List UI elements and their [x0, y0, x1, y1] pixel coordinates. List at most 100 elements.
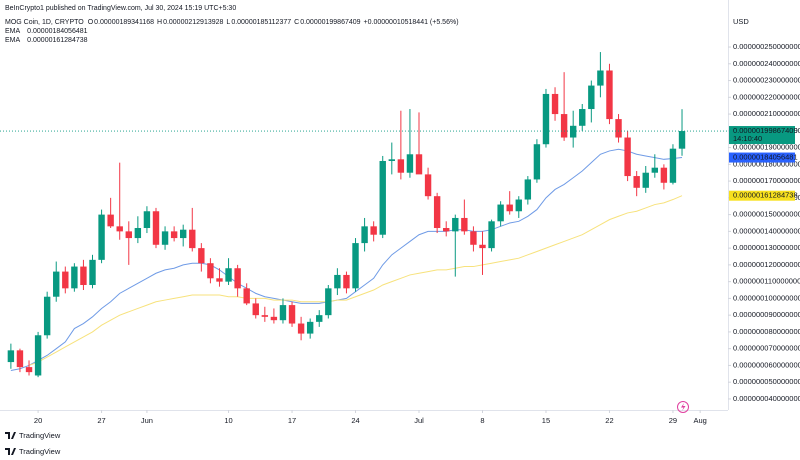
price-tag-countdown: 14:10:40: [733, 134, 762, 143]
ohlc-value: 0.00000185112377: [231, 19, 291, 26]
y-tick-label: 0.0000002200000000: [733, 92, 800, 101]
legend-value: 0.00000184056481: [27, 28, 87, 35]
candle-body: [533, 144, 541, 180]
x-tick-label: Jun: [141, 416, 153, 425]
candle-body: [53, 271, 60, 297]
candle-body: [34, 335, 42, 376]
candle-body: [62, 271, 69, 289]
ohlc-key: L: [226, 19, 230, 26]
candle-body: [7, 350, 15, 363]
y-tick-label: 0.0000001300000000: [733, 243, 800, 252]
candle-body: [370, 226, 377, 235]
y-tick-label: 0.0000000800000000: [733, 327, 800, 336]
y-tick-label: 0.0000001900000000: [733, 143, 800, 152]
candle-body: [397, 159, 405, 173]
candle-body: [98, 214, 105, 260]
candle-body: [216, 278, 223, 282]
candle-body: [524, 179, 532, 200]
ohlc-value: 0.00000212913928: [163, 19, 223, 26]
candle-body: [297, 323, 305, 334]
plot: [0, 52, 728, 378]
y-tick-label: 0.0000000600000000: [733, 360, 800, 369]
y-tick-label: 0.0000002500000000: [733, 42, 800, 51]
candle-body: [279, 305, 287, 321]
x-tick-label: 15: [542, 416, 550, 425]
y-tick-label: 0.0000001700000000: [733, 176, 800, 185]
axis: 0.0000000400000000 0.0000000500000000 0.00…: [34, 42, 800, 425]
candle-body: [433, 196, 441, 229]
candle-body: [134, 228, 142, 239]
candle-body: [116, 226, 123, 232]
y-tick-label: 0.0000002100000000: [733, 109, 800, 118]
y-tick-label: 0.0000000900000000: [733, 310, 800, 319]
y-tick-label: 0.0000002300000000: [733, 76, 800, 85]
y-tick-label: 0.0000002400000000: [733, 59, 800, 68]
candle-body: [71, 266, 78, 289]
ema-tag-bg: [729, 190, 795, 201]
x-tick-label: 10: [224, 416, 232, 425]
ema-tag: 0.00000161284738: [733, 191, 798, 200]
candle-body: [207, 263, 214, 279]
candle-body: [470, 231, 477, 245]
symbol: MOG Coin, 1D, CRYPTO: [5, 19, 84, 26]
x-tick-label: 29: [669, 416, 677, 425]
candle-body: [316, 315, 323, 322]
candle-body: [633, 176, 640, 188]
candle-body: [669, 148, 677, 183]
candle-body: [479, 244, 486, 249]
y-tick-label: 0.0000000400000000: [733, 394, 800, 403]
candle-body: [388, 159, 395, 161]
change: +0.00000010518441 (+5.56%): [364, 19, 459, 26]
candle-body: [325, 288, 332, 316]
x-tick-label: 27: [97, 416, 105, 425]
legend-name: EMA: [5, 28, 21, 35]
candle-body: [43, 296, 51, 336]
x-tick-label: 20: [34, 416, 42, 425]
ema-tag-bg: [729, 152, 795, 163]
candle-body: [198, 248, 205, 264]
candle-body: [579, 109, 586, 126]
ohlc-value: 0.00000189341168: [94, 19, 154, 26]
ema-line: [10, 148, 683, 371]
y-tick-label: 0.0000001500000000: [733, 210, 800, 219]
x-tick-label: Aug: [693, 416, 706, 425]
price-tag-bg: [729, 126, 795, 145]
ohlc-value: 0.00000199867409: [300, 19, 360, 26]
y-tick-label: 0.0000000500000000: [733, 377, 800, 386]
candle-body: [542, 93, 550, 145]
ohlc-key: C: [294, 19, 299, 26]
candle-body: [506, 204, 513, 212]
ohlc-key: H: [157, 19, 162, 26]
candle-body: [424, 174, 432, 197]
candle-body: [406, 154, 414, 173]
x-tick-label: 22: [605, 416, 613, 425]
candle-body: [352, 243, 359, 289]
ema-tag: 0.00000184056481: [733, 153, 798, 162]
candle-body: [642, 172, 649, 188]
candle-body: [361, 226, 368, 244]
candle-body: [170, 231, 178, 239]
y-tick-label: 0.0000001800000000: [733, 159, 800, 168]
y-tick-label: 0.0000001200000000: [733, 260, 800, 269]
candle-body: [107, 214, 114, 227]
candle-body: [560, 114, 568, 138]
candle-body: [252, 303, 259, 316]
candle-body: [334, 274, 341, 289]
legend-value: 0.00000161284738: [27, 37, 87, 44]
candle-body: [678, 131, 686, 149]
header: BeInCrypto1 published on TradingView.com…: [5, 5, 459, 44]
x-tick-label: 24: [351, 416, 359, 425]
candle-body: [261, 315, 269, 317]
candle-body: [379, 160, 386, 235]
candle-body: [234, 268, 241, 289]
candle-body: [343, 274, 350, 289]
candle-body: [225, 268, 232, 282]
publisher: BeInCrypto1 published on TradingView.com…: [5, 5, 236, 12]
x-tick-label: 8: [480, 416, 484, 425]
x-tick-label: Jul: [414, 416, 424, 425]
candle-body: [80, 266, 87, 285]
footer-brand: TradingView: [19, 431, 61, 440]
y-tick-label: 0.0000001100000000: [733, 277, 800, 286]
y-tick-label: 0.0000001400000000: [733, 226, 800, 235]
